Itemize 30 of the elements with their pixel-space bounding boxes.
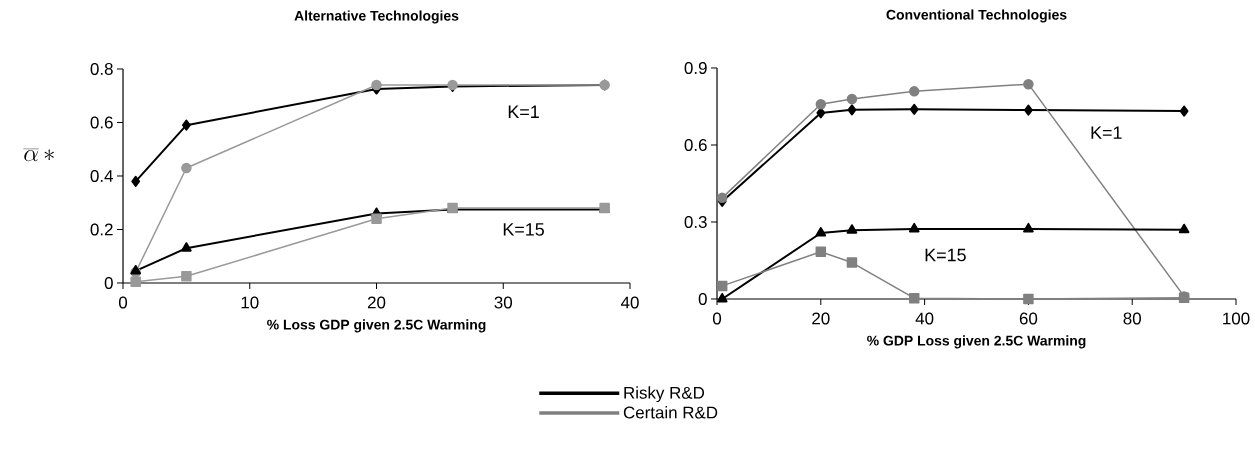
y-axis-title: $\overline{\alpha}\,*$: [23, 148, 54, 162]
x-tick-label: 0: [118, 296, 128, 309]
x-tick-label: 40: [620, 296, 639, 309]
x-axis-title: % Loss GDP given 2.5C Warming: [267, 319, 486, 333]
legend-label: Risky R&D: [624, 386, 705, 403]
x-tick-label: 60: [1019, 312, 1038, 325]
x-tick-label: 20: [812, 312, 830, 325]
y-tick-label: 0.8: [90, 62, 113, 75]
x-tick-label: 40: [915, 312, 934, 325]
annotation: K=15: [503, 223, 544, 236]
x-tick-label: 20: [367, 296, 386, 309]
annotation: K=1: [1091, 126, 1122, 139]
y-tick-label: 0.6: [90, 116, 113, 129]
annotation: K=1: [508, 105, 539, 118]
y-tick-label: 0: [104, 276, 113, 289]
y-tick-label: 0.9: [684, 62, 707, 74]
x-tick-label: 0: [712, 312, 722, 325]
x-axis-title: % GDP Loss given 2.5C Warming: [867, 335, 1086, 349]
x-tick-label: 10: [241, 296, 259, 309]
x-tick-label: 80: [1123, 312, 1141, 325]
y-tick-label: 0.6: [684, 139, 707, 151]
y-tick-label: 0.4: [90, 169, 113, 182]
annotation: K=15: [925, 248, 966, 262]
y-tick-label: 0.2: [90, 223, 113, 236]
legend-label: Certain R&D: [623, 406, 718, 419]
chart-title: Alternative Technologies: [294, 10, 459, 24]
x-tick-label: 30: [494, 296, 513, 309]
chart-title: Conventional Technologies: [886, 9, 1067, 23]
x-tick-label: 100: [1223, 312, 1250, 325]
y-tick-label: 0.3: [684, 215, 707, 228]
